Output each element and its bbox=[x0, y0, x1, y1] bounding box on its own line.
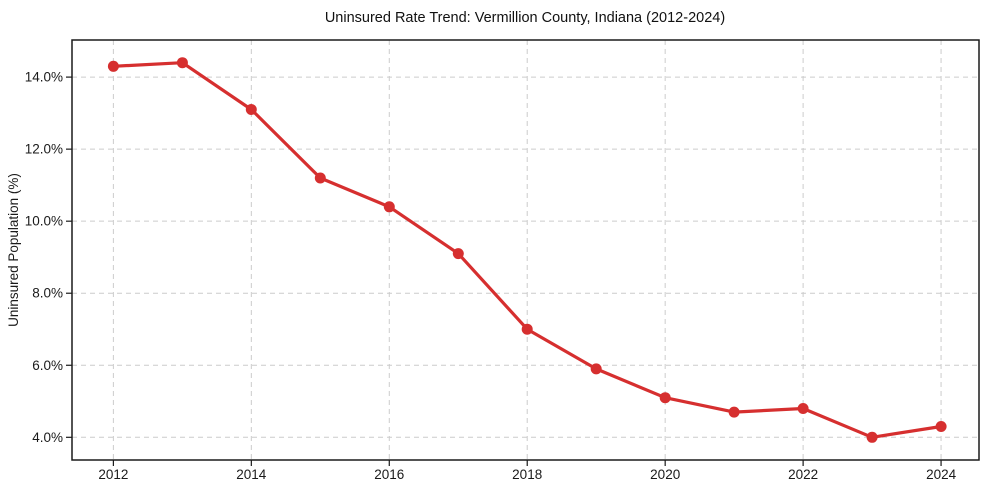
data-point bbox=[728, 406, 740, 418]
data-point bbox=[245, 104, 257, 115]
data-point bbox=[383, 201, 395, 213]
y-tick-label: 10.0% bbox=[25, 214, 63, 229]
data-point bbox=[797, 403, 809, 414]
data-point bbox=[314, 172, 326, 184]
data-point bbox=[521, 323, 533, 335]
plot-border-rect bbox=[71, 39, 980, 461]
grid-lines bbox=[72, 40, 979, 460]
y-tick-label: 8.0% bbox=[32, 286, 63, 301]
data-point bbox=[866, 431, 878, 443]
chart-title: Uninsured Rate Trend: Vermillion County,… bbox=[325, 10, 725, 26]
y-axis-label: Uninsured Population (%) bbox=[6, 173, 21, 327]
y-tick-label: 6.0% bbox=[32, 358, 63, 373]
axis-tick-labels: 2012 2014 2016 2018 2020 2022 2024 4.0% 6.0% 8.0%… bbox=[25, 70, 957, 482]
y-tick-label: 12.0% bbox=[25, 142, 63, 157]
x-tick-label: 2024 bbox=[926, 467, 957, 482]
x-tick-label: 2020 bbox=[650, 467, 680, 482]
axis-ticks bbox=[66, 76, 942, 466]
data-point bbox=[590, 363, 602, 375]
x-tick-label: 2018 bbox=[512, 467, 542, 482]
x-tick-label: 2022 bbox=[788, 467, 818, 482]
x-tick-label: 2012 bbox=[98, 467, 128, 482]
x-tick-label: 2014 bbox=[236, 467, 267, 482]
data-point bbox=[107, 60, 119, 72]
data-point bbox=[452, 248, 464, 260]
data-point bbox=[659, 392, 671, 404]
data-point bbox=[935, 421, 947, 432]
trend-line-series bbox=[107, 57, 947, 443]
y-tick-label: 14.0% bbox=[25, 70, 63, 85]
x-tick-label: 2016 bbox=[374, 467, 404, 482]
y-tick-label: 4.0% bbox=[32, 430, 63, 445]
plot-border bbox=[71, 39, 980, 461]
data-point bbox=[176, 57, 188, 69]
